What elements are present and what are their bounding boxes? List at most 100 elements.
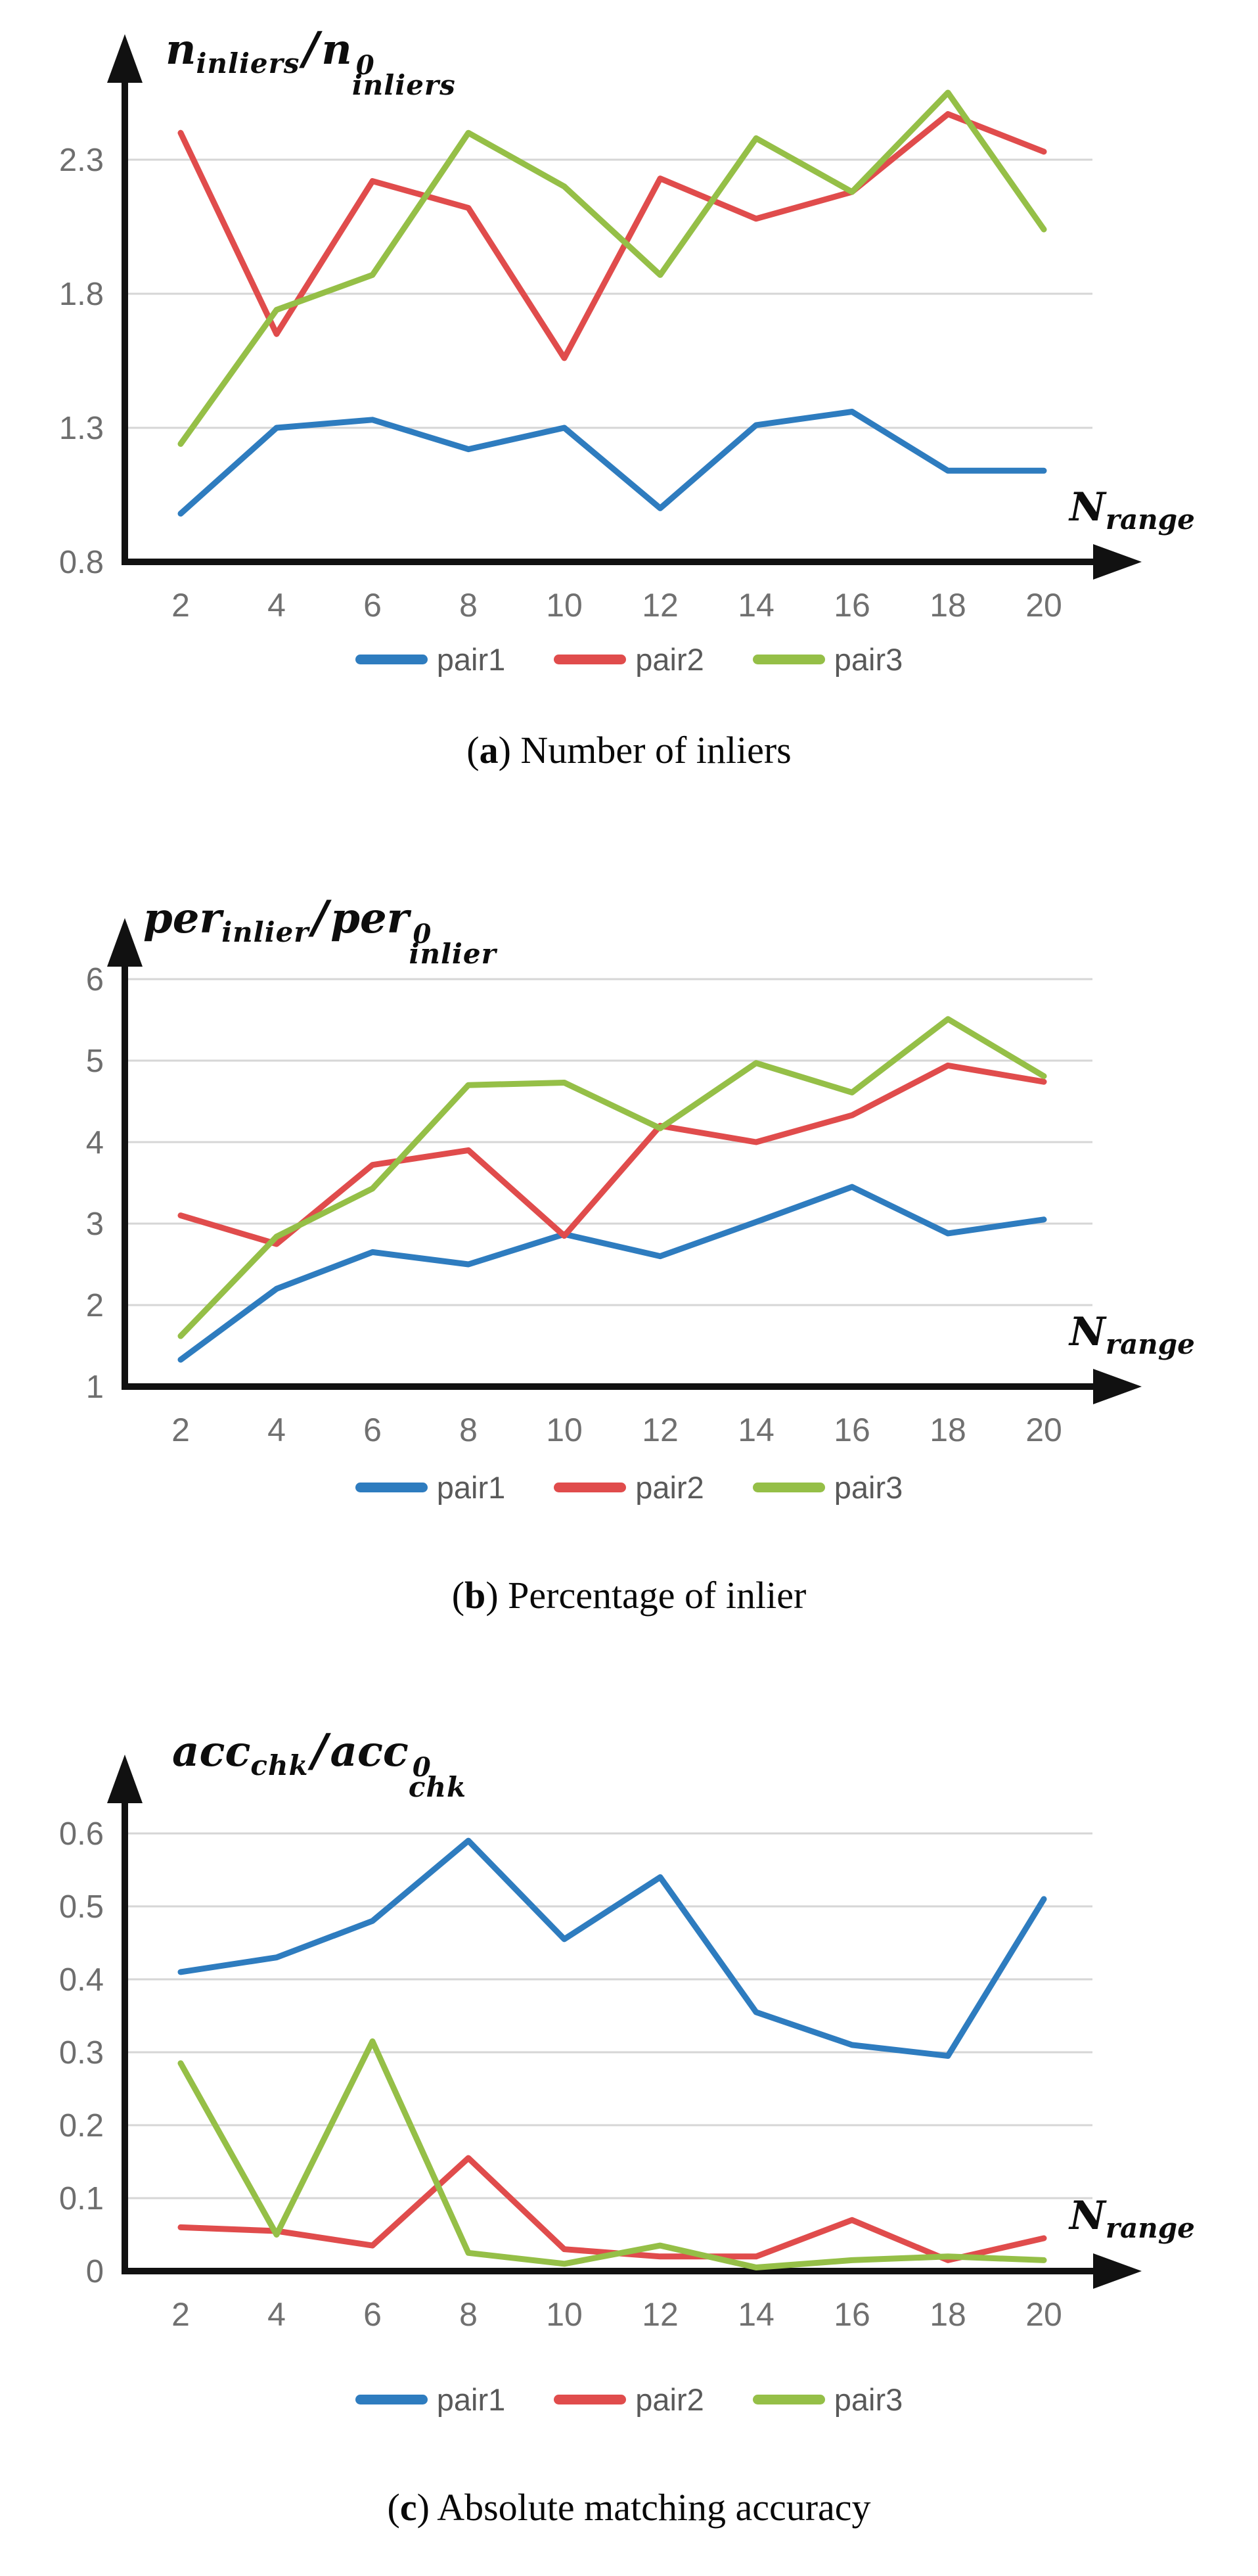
x-axis-tick-label: 8 [459,587,478,624]
legend-label: pair3 [834,1470,903,1505]
x-axis-tick-label: 18 [930,2296,966,2333]
legend-label: pair1 [436,1470,506,1505]
series-line-pair2 [177,1062,1047,1247]
x-axis-tick-label: 18 [930,1412,966,1448]
y-axis-tick-label: 1.3 [59,411,104,446]
chart-c-legend: pair1 pair2 pair3 [0,2384,1258,2415]
x-axis-tick-label: 18 [930,587,966,624]
legend-label: pair2 [635,1470,704,1505]
x-axis-tick-label: 20 [1025,587,1062,624]
x-axis-tick-label: 4 [267,1412,286,1448]
chart-a-plot-area: 2.3 1.8 1.3 0.8 2 4 6 8 10 12 14 16 18 20 [59,34,1142,624]
x-axis-tick-label: 20 [1025,2296,1062,2333]
x-axis-tick-label: 14 [738,2296,775,2333]
legend-item-pair2: pair2 [554,2384,704,2415]
series-line-pair3 [177,2038,1047,2270]
legend-item-pair2: pair2 [554,1472,704,1503]
x-axis-tick-label: 16 [834,1412,870,1448]
y-axis-tick-label: 2 [86,1288,104,1323]
y-axis-tick-label: 6 [86,962,104,998]
x-axis-tick-label: 2 [171,1412,190,1448]
x-axis-tick-label: 6 [363,587,382,624]
chart-absolute-matching-accuracy: 0.6 0.5 0.4 0.3 0.2 0.1 0 2 4 6 8 10 12 14 16 18 20 accc… [0,1709,1258,2576]
legend-label: pair2 [635,2382,704,2417]
legend-item-pair2: pair2 [554,644,704,675]
chart-c-title: accchk/acc 0 chk [172,1724,467,1803]
y-axis-tick-label: 3 [86,1207,104,1242]
x-axis-tick-label: 12 [642,1412,679,1448]
legend-swatch-pair2 [554,2395,627,2404]
y-axis-tick-label: 0.1 [59,2181,104,2217]
legend-item-pair3: pair3 [752,2382,903,2417]
y-axis-tick-label: 4 [86,1125,104,1161]
y-axis-tick-label: 0.2 [59,2108,104,2144]
chart-a-xaxis-label: Nrange [1069,484,1195,536]
legend-label: pair3 [834,2382,903,2417]
x-axis-tick-label: 8 [459,2296,478,2333]
x-axis-tick-label: 12 [642,2296,679,2333]
x-axis-tick-label: 2 [171,587,190,624]
y-axis-tick-label: 5 [86,1044,104,1079]
x-axis-tick-label: 6 [363,2296,382,2333]
legend-item-pair1: pair1 [355,1470,506,1505]
legend-swatch-pair2 [554,655,627,664]
legend-item-pair1: pair1 [355,2382,506,2417]
x-axis-tick-label: 16 [834,587,870,624]
x-axis-tick-label: 10 [546,587,583,624]
series-line-pair2 [177,111,1047,361]
series-line-pair3 [177,89,1047,447]
x-axis-tick-label: 8 [459,1412,478,1448]
chart-b-caption: (b) Percentage of inlier [451,1574,807,1617]
legend-swatch-pair3 [752,2395,825,2404]
y-axis-arrowhead [107,1755,143,1803]
series-line-pair3 [177,1016,1047,1339]
y-axis-tick-label: 0.6 [59,1816,104,1852]
x-axis-tick-label: 4 [267,587,286,624]
legend-swatch-pair1 [355,1483,428,1492]
chart-b-title: perinlier/per 0 inlier [143,891,497,970]
series-line-pair1 [177,1837,1047,2059]
legend-swatch-pair2 [554,1483,627,1492]
y-axis-tick-label: 0.8 [59,545,104,580]
x-axis-arrowhead [1093,1369,1142,1404]
x-axis-tick-label: 10 [546,2296,583,2333]
legend-item-pair1: pair1 [355,642,506,677]
y-axis-tick-label: 0.4 [59,1962,104,1998]
legend-label: pair1 [436,2382,506,2417]
y-axis-tick-label: 1.8 [59,277,104,312]
chart-c-plot-area: 0.6 0.5 0.4 0.3 0.2 0.1 0 2 4 6 8 10 12 14 16 18 20 [59,1755,1142,2333]
legend-label: pair1 [436,642,506,677]
chart-a-title: ninliers/n 0 inliers [166,22,456,101]
chart-number-of-inliers: 2.3 1.8 1.3 0.8 2 4 6 8 10 12 14 16 18 20 ninliers/n 0… [0,0,1258,829]
chart-b-xaxis-label: Nrange [1069,1309,1195,1360]
x-axis-arrowhead [1093,2253,1142,2289]
chart-a-caption: (a) Number of inliers [466,729,792,771]
x-axis-arrowhead [1093,544,1142,580]
series-line-pair1 [177,1184,1047,1363]
x-axis-tick-label: 14 [738,1412,775,1448]
legend-swatch-pair3 [752,1483,825,1492]
x-axis-tick-label: 20 [1025,1412,1062,1448]
chart-b-legend: pair1 pair2 pair3 [0,1472,1258,1503]
legend-swatch-pair1 [355,2395,428,2404]
x-axis-tick-label: 2 [171,2296,190,2333]
y-axis-tick-label: 1 [86,1369,104,1405]
x-axis-tick-label: 14 [738,587,775,624]
x-axis-tick-label: 4 [267,2296,286,2333]
x-axis-tick-label: 6 [363,1412,382,1448]
x-axis-tick-label: 12 [642,587,679,624]
y-axis-tick-label: 2.3 [59,143,104,178]
legend-item-pair3: pair3 [752,1470,903,1505]
legend-item-pair3: pair3 [752,644,903,675]
series-line-pair1 [177,409,1047,517]
chart-c-xaxis-label: Nrange [1069,2193,1195,2244]
legend-swatch-pair3 [752,655,825,664]
y-axis-tick-label: 0.5 [59,1889,104,1925]
chart-c-caption: (c) Absolute matching accuracy [387,2486,871,2529]
y-axis-tick-label: 0 [86,2254,104,2289]
chart-a-legend: pair1 pair2 pair3 [0,644,1258,675]
y-axis-arrowhead [107,34,143,83]
chart-percentage-of-inlier: 6 5 4 3 2 1 2 4 6 8 10 12 14 16 18 20 perinlier/per 0 inl… [0,829,1258,1709]
legend-swatch-pair1 [355,655,428,664]
